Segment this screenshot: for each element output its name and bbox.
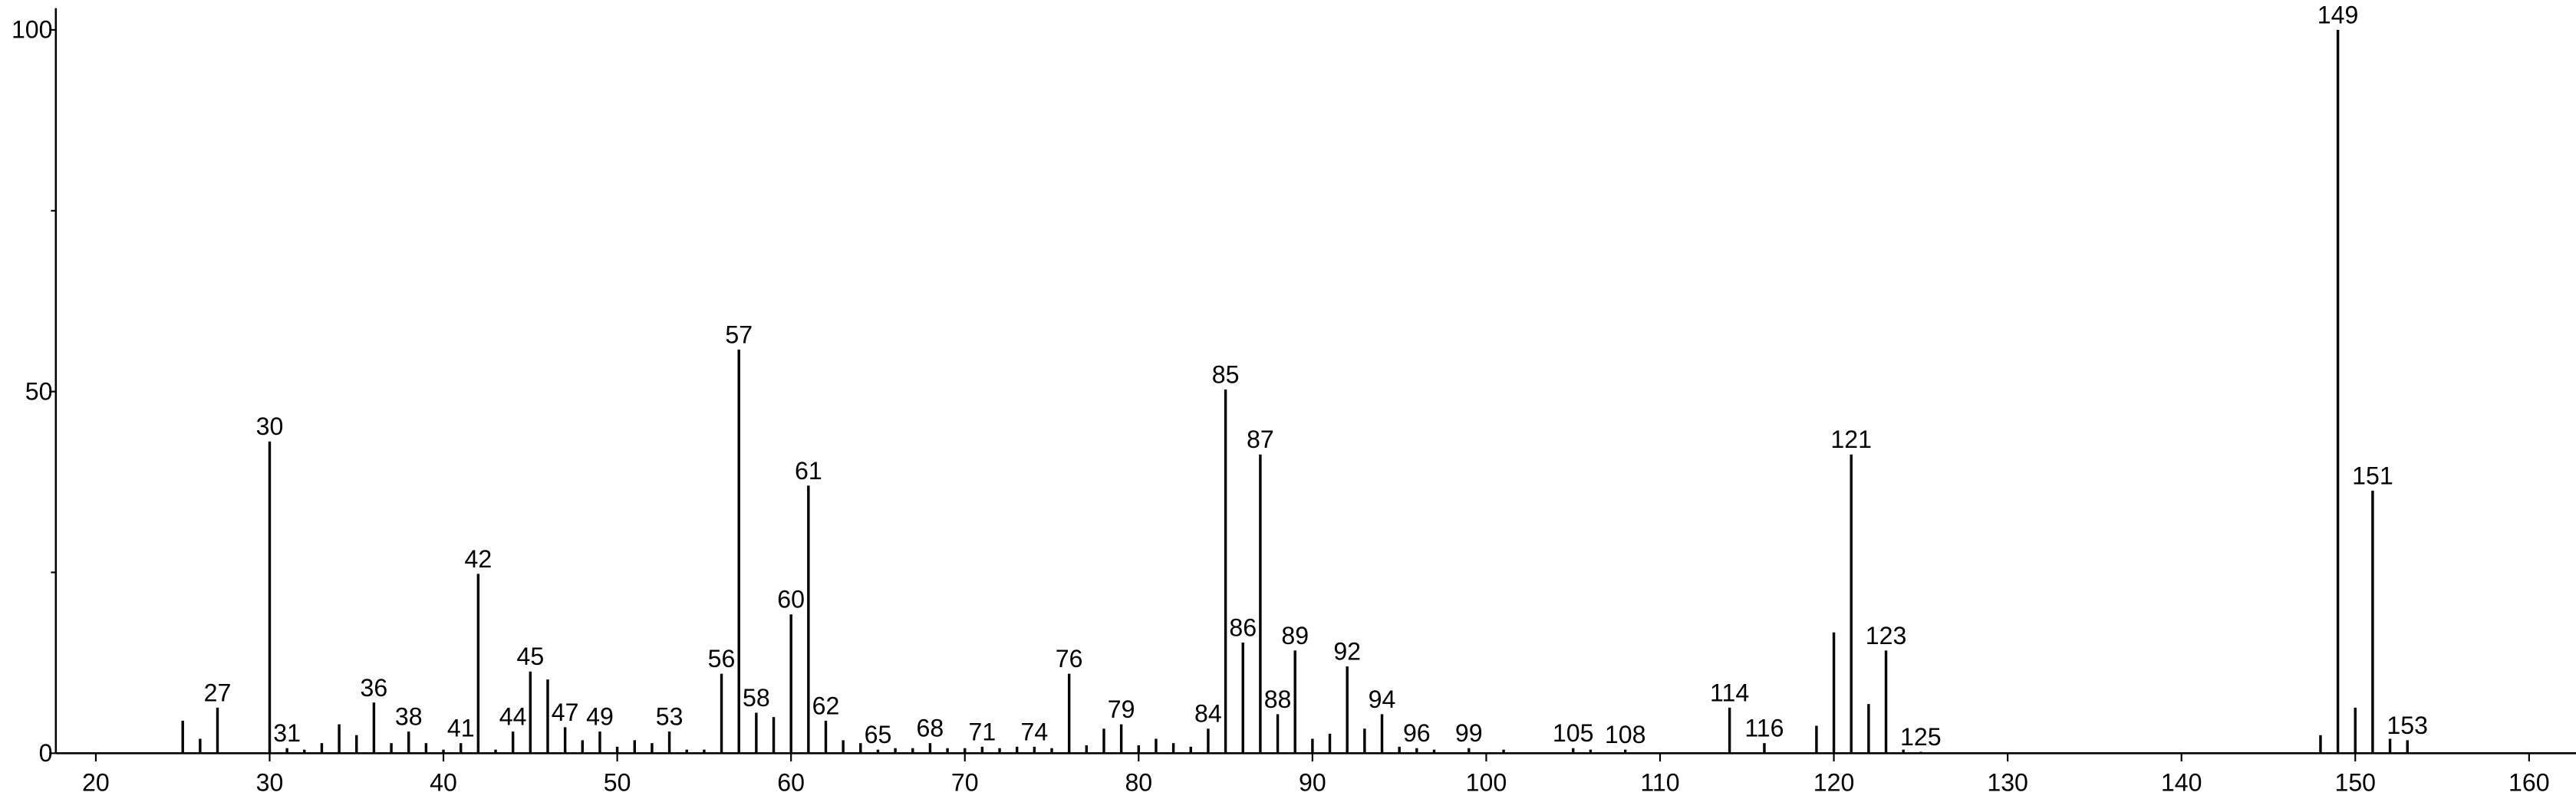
peak-label: 86 — [1229, 614, 1257, 642]
peak-label: 96 — [1403, 719, 1431, 747]
peak-label: 27 — [204, 679, 232, 706]
y-tick-label: 0 — [39, 739, 53, 767]
y-tick-label: 100 — [12, 16, 53, 44]
peak-label: 38 — [395, 703, 423, 731]
peak-label: 65 — [865, 721, 892, 748]
peak-label: 57 — [725, 321, 753, 348]
peak-label: 99 — [1455, 719, 1483, 747]
peak-label: 79 — [1108, 695, 1135, 723]
peak-label: 62 — [812, 692, 840, 719]
peak-label: 149 — [2317, 2, 2359, 29]
peak-label: 49 — [586, 703, 614, 731]
peak-label: 76 — [1056, 645, 1083, 672]
peak-label: 153 — [2387, 712, 2428, 739]
peak-label: 68 — [917, 715, 944, 742]
peak-label: 92 — [1333, 638, 1361, 666]
x-tick-label: 160 — [2508, 768, 2550, 796]
peak-label: 47 — [552, 699, 579, 726]
peak-label: 85 — [1212, 360, 1240, 388]
peak-label: 89 — [1281, 622, 1309, 649]
peak-label: 56 — [708, 645, 736, 672]
peak-label: 60 — [777, 586, 805, 613]
peak-label: 105 — [1553, 719, 1594, 747]
peak-label: 61 — [795, 457, 822, 485]
peak-label: 84 — [1194, 700, 1222, 728]
peak-label: 41 — [447, 715, 475, 742]
x-tick-label: 20 — [82, 768, 110, 796]
x-tick-label: 90 — [1299, 768, 1326, 796]
peak-label: 116 — [1744, 715, 1784, 742]
x-tick-label: 40 — [430, 768, 457, 796]
peak-label: 71 — [969, 718, 996, 745]
x-tick-label: 140 — [2161, 768, 2202, 796]
peak-label: 30 — [256, 413, 284, 440]
y-tick-label: 50 — [25, 377, 53, 405]
x-tick-label: 120 — [1813, 768, 1855, 796]
peak-label: 121 — [1830, 426, 1872, 453]
peak-label: 36 — [361, 674, 388, 702]
x-tick-label: 100 — [1466, 768, 1507, 796]
peak-label: 108 — [1605, 721, 1646, 748]
peak-label: 58 — [743, 684, 770, 712]
x-tick-label: 80 — [1125, 768, 1152, 796]
peak-label: 125 — [1900, 723, 1942, 751]
peak-label: 44 — [499, 703, 527, 731]
peak-label: 31 — [273, 719, 301, 747]
peak-label: 45 — [516, 643, 544, 670]
peak-label: 114 — [1710, 679, 1749, 706]
x-tick-label: 30 — [256, 768, 284, 796]
x-tick-label: 150 — [2334, 768, 2376, 796]
x-tick-label: 130 — [1987, 768, 2028, 796]
x-tick-label: 110 — [1640, 768, 1679, 796]
peak-label: 151 — [2352, 462, 2393, 489]
peak-label: 88 — [1264, 686, 1292, 713]
x-tick-label: 60 — [777, 768, 805, 796]
peak-label: 42 — [465, 545, 492, 573]
peak-label: 74 — [1021, 718, 1049, 745]
x-tick-label: 50 — [604, 768, 631, 796]
peak-label: 87 — [1247, 426, 1274, 453]
peak-label: 53 — [656, 703, 684, 731]
peak-label: 123 — [1866, 622, 1907, 649]
x-tick-label: 70 — [951, 768, 979, 796]
peak-label: 94 — [1369, 686, 1396, 713]
